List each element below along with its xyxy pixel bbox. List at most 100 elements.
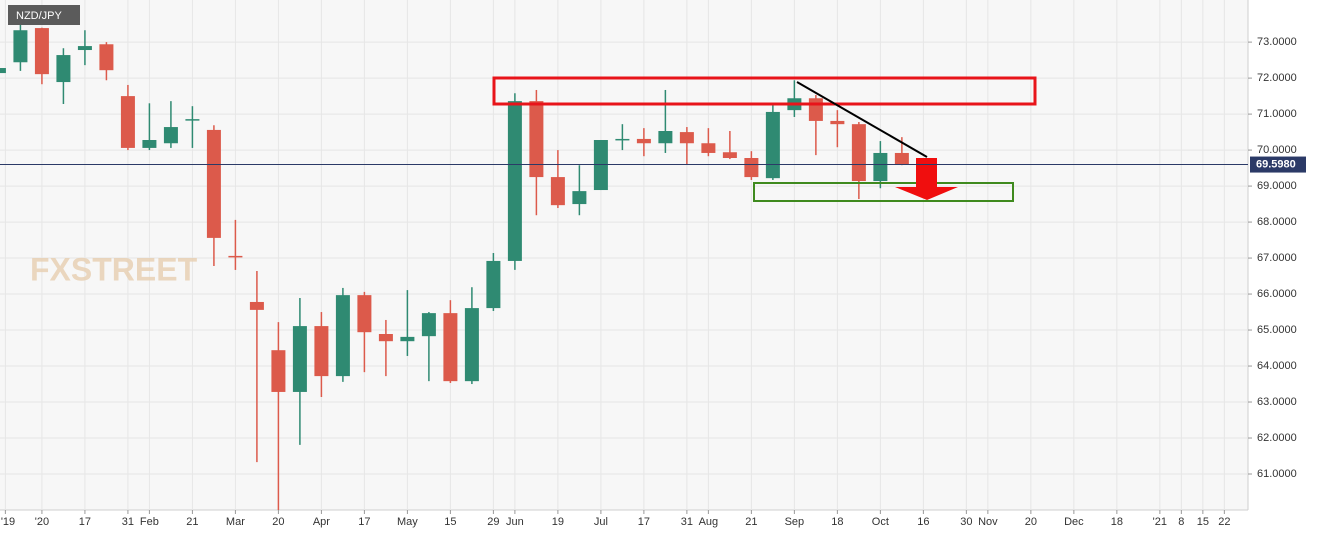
x-tick-label: May — [397, 516, 418, 528]
candle — [572, 165, 587, 216]
x-tick-label: Aug — [699, 516, 719, 528]
x-tick-label: Apr — [313, 516, 330, 528]
y-tick-label: 73.0000 — [1257, 36, 1297, 48]
body — [572, 191, 587, 205]
x-tick-label: 15 — [444, 516, 456, 528]
y-tick-label: 66.0000 — [1257, 288, 1297, 300]
candle — [851, 122, 866, 200]
x-tick-label: 19 — [552, 516, 564, 528]
candle — [249, 271, 264, 463]
candle — [335, 287, 350, 382]
x-tick-label: 8 — [1178, 516, 1184, 528]
body — [13, 30, 28, 63]
body — [701, 143, 716, 153]
body — [335, 295, 350, 377]
candle — [142, 103, 157, 151]
candle — [271, 322, 286, 510]
body — [378, 334, 393, 342]
y-tick-label: 68.0000 — [1257, 216, 1297, 228]
body — [206, 129, 221, 238]
y-tick-label: 71.0000 — [1257, 108, 1297, 120]
candle — [615, 124, 630, 151]
x-tick-label: 22 — [1218, 516, 1230, 528]
candle — [722, 131, 737, 160]
x-tick-label: Feb — [140, 516, 159, 528]
y-tick-label: 61.0000 — [1257, 468, 1297, 480]
body — [464, 308, 479, 382]
y-tick-label: 72.0000 — [1257, 72, 1297, 84]
candle — [120, 84, 135, 151]
body — [185, 119, 200, 121]
x-tick-label: Jul — [594, 516, 608, 528]
watermark: FXSTREET — [30, 251, 198, 287]
body — [77, 46, 92, 51]
candle — [292, 298, 307, 445]
candle — [163, 101, 178, 148]
body — [615, 138, 630, 141]
body — [658, 131, 673, 144]
x-tick-label: Sep — [785, 516, 805, 528]
candle — [56, 48, 71, 105]
x-tick-label: 21 — [186, 516, 198, 528]
body — [765, 111, 780, 179]
candle — [421, 312, 436, 382]
y-tick-label: 65.0000 — [1257, 324, 1297, 336]
candle — [0, 68, 6, 74]
ticker-badge — [8, 5, 80, 25]
x-tick-label: 20 — [272, 516, 284, 528]
candle — [486, 253, 501, 311]
candle — [765, 104, 780, 180]
body — [550, 177, 565, 206]
x-tick-label: Dec — [1064, 516, 1084, 528]
x-tick-label: 29 — [487, 516, 499, 528]
y-tick-label: 69.0000 — [1257, 180, 1297, 192]
x-tick-label: Oct — [872, 516, 889, 528]
x-tick-label: 31 — [681, 516, 693, 528]
candle — [744, 151, 759, 180]
body — [873, 152, 888, 182]
x-tick-label: Mar — [226, 516, 245, 528]
x-tick-label: 17 — [358, 516, 370, 528]
support-box — [753, 182, 1014, 202]
candle — [206, 125, 221, 266]
body — [120, 96, 135, 148]
x-tick-label: '19 — [1, 516, 15, 528]
body — [34, 28, 49, 75]
candle — [34, 27, 49, 85]
body — [56, 55, 71, 83]
last-price-badge — [1250, 156, 1306, 173]
body — [507, 101, 522, 261]
x-tick-label: 31 — [122, 516, 134, 528]
body — [679, 132, 694, 144]
candle — [13, 20, 28, 71]
candle — [185, 106, 200, 148]
candle — [679, 127, 694, 165]
body — [894, 152, 909, 165]
last-price-label: 69.5980 — [1256, 158, 1296, 170]
body — [0, 68, 6, 74]
candle — [99, 42, 114, 81]
body — [400, 336, 415, 342]
body — [851, 124, 866, 182]
grid — [0, 0, 1248, 510]
body — [421, 313, 436, 337]
x-tick-label: 17 — [79, 516, 91, 528]
candle — [529, 89, 544, 216]
body — [486, 260, 501, 309]
x-tick-label: 17 — [638, 516, 650, 528]
candle — [636, 128, 651, 157]
x-tick-label: '21 — [1153, 516, 1167, 528]
y-tick-label: 70.0000 — [1257, 144, 1297, 156]
x-tick-label: 30 — [960, 516, 972, 528]
y-tick-label: 63.0000 — [1257, 396, 1297, 408]
candle — [228, 219, 243, 270]
resistance-box — [492, 76, 1037, 106]
body — [163, 127, 178, 144]
x-tick-label: 18 — [831, 516, 843, 528]
ticker: NZD/JPY — [16, 10, 63, 22]
candle — [77, 30, 92, 66]
candle — [701, 128, 716, 157]
y-tick-label: 67.0000 — [1257, 252, 1297, 264]
body — [271, 350, 286, 392]
